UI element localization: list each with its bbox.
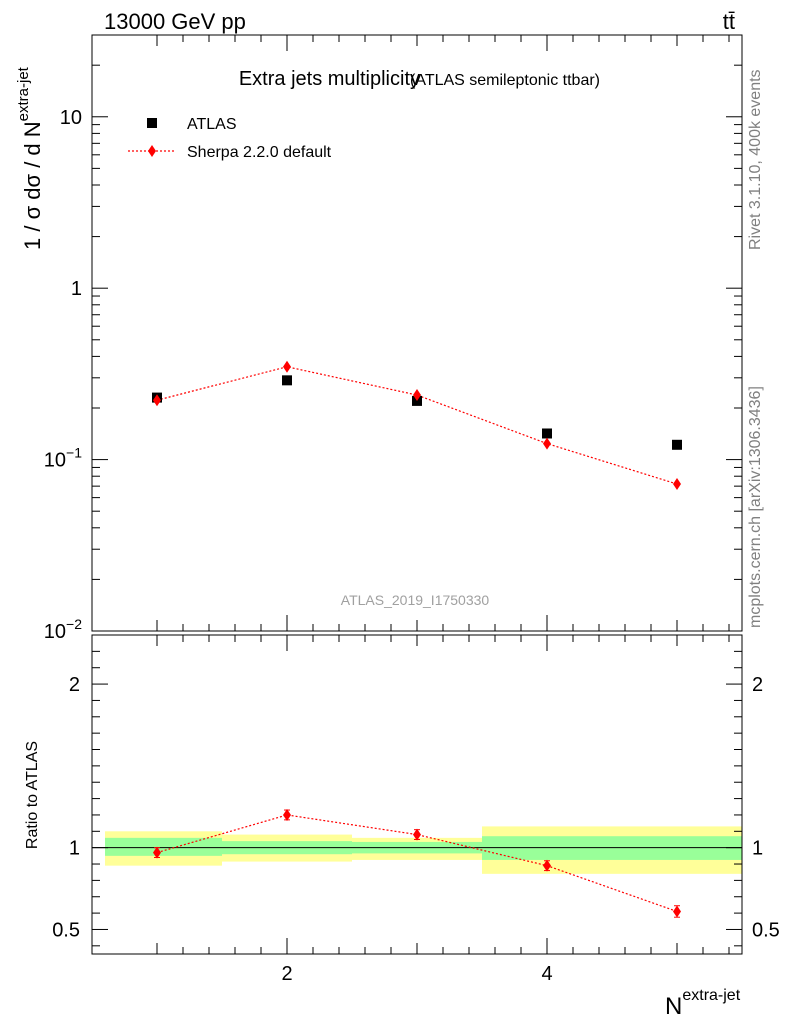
legend-sherpa-marker bbox=[148, 145, 156, 157]
legend-atlas-label: ATLAS bbox=[187, 116, 237, 133]
atlas-data-point bbox=[542, 428, 552, 439]
main-atlas-points bbox=[152, 375, 682, 450]
process-label: tt̄ bbox=[723, 9, 735, 34]
analysis-label: ATLAS_2019_I1750330 bbox=[341, 592, 490, 608]
sherpa-data-point bbox=[283, 360, 291, 373]
x-axis-label: N bbox=[665, 993, 682, 1020]
svg-text:1 / σ dσ / d Nextra-jet: 1 / σ dσ / d Nextra-jet bbox=[15, 66, 45, 250]
ratio-y-tick-label-left: 0.5 bbox=[52, 919, 80, 941]
main-sherpa-points bbox=[153, 360, 681, 491]
ratio-plot-frame bbox=[91, 634, 743, 955]
main-y-tick-label-exp: −2 bbox=[66, 616, 82, 632]
legend-sherpa-label: Sherpa 2.2.0 default bbox=[187, 144, 332, 161]
sherpa-data-point bbox=[153, 394, 161, 407]
ratio-y-axis-label: Ratio to ATLAS bbox=[24, 741, 41, 849]
legend-atlas-marker bbox=[147, 118, 157, 128]
main-y-tick-label-base: 10 bbox=[60, 107, 82, 129]
main-y-tick-label-base: 10 bbox=[44, 450, 66, 472]
ratio-sherpa-point bbox=[413, 828, 421, 841]
plot-subtitle: (ATLAS semileptonic ttbar) bbox=[410, 72, 600, 89]
main-y-tick-label: 10 bbox=[60, 107, 82, 129]
main-tick-marks bbox=[92, 34, 742, 632]
ratio-y-tick-label-left: 1 bbox=[69, 838, 80, 860]
main-y-axis-label: 1 / σ dσ / d N bbox=[20, 121, 45, 250]
rivet-info: Rivet 3.1.10, 400k events bbox=[747, 69, 764, 250]
legend: ATLAS Sherpa 2.2.0 default bbox=[128, 116, 332, 161]
ratio-y-tick-label-right: 0.5 bbox=[752, 919, 780, 941]
ratio-sherpa-point bbox=[283, 808, 291, 821]
x-tick-label: 2 bbox=[281, 963, 292, 985]
plot-title: Extra jets multiplicity bbox=[239, 68, 420, 90]
x-axis-label-sup: extra-jet bbox=[682, 987, 740, 1004]
main-y-tick-label-base: 1 bbox=[71, 278, 82, 300]
ratio-y-tick-label-left: 2 bbox=[69, 674, 80, 696]
main-sherpa-line bbox=[156, 366, 678, 485]
sherpa-data-point bbox=[543, 437, 551, 450]
main-y-axis-title: 1 / σ dσ / d Nextra-jet bbox=[15, 66, 45, 250]
ratio-sherpa-series bbox=[153, 808, 681, 918]
ratio-tick-labels: 0.5 0.5 1 1 2 2 2 4 bbox=[52, 674, 780, 985]
ratio-y-tick-label-right: 2 bbox=[752, 674, 763, 696]
ratio-bands bbox=[105, 826, 742, 874]
sherpa-data-point bbox=[673, 478, 681, 491]
ratio-sherpa-point bbox=[673, 905, 681, 918]
main-sherpa-polyline bbox=[156, 366, 678, 485]
ratio-tick-marks bbox=[92, 634, 742, 954]
svg-text:Nextra-jet: Nextra-jet bbox=[665, 987, 741, 1020]
ratio-panel: 0.5 0.5 1 1 2 2 2 4 Ratio to ATLAS Nextra-jet bbox=[24, 634, 780, 1020]
ratio-sherpa-point bbox=[543, 859, 551, 872]
sherpa-data-point bbox=[413, 389, 421, 402]
ratio-y-tick-label-right: 1 bbox=[752, 838, 763, 860]
main-y-tick-label-base: 10 bbox=[44, 621, 66, 643]
main-y-axis-label-sup: extra-jet bbox=[15, 66, 32, 121]
atlas-data-point bbox=[672, 439, 682, 450]
atlas-data-point bbox=[282, 375, 292, 386]
main-y-tick-label: 10−1 bbox=[44, 445, 82, 472]
ratio-inner-band bbox=[105, 837, 222, 856]
source-info: mcplots.cern.ch [arXiv:1306.3436] bbox=[747, 386, 764, 628]
x-tick-label: 4 bbox=[541, 963, 552, 985]
main-y-tick-label: 10−2 bbox=[44, 616, 82, 643]
ratio-sherpa-point bbox=[153, 846, 161, 859]
energy-label: 13000 GeV pp bbox=[104, 9, 246, 34]
main-y-tick-label: 1 bbox=[71, 278, 82, 300]
main-y-tick-label-exp: −1 bbox=[66, 445, 82, 461]
